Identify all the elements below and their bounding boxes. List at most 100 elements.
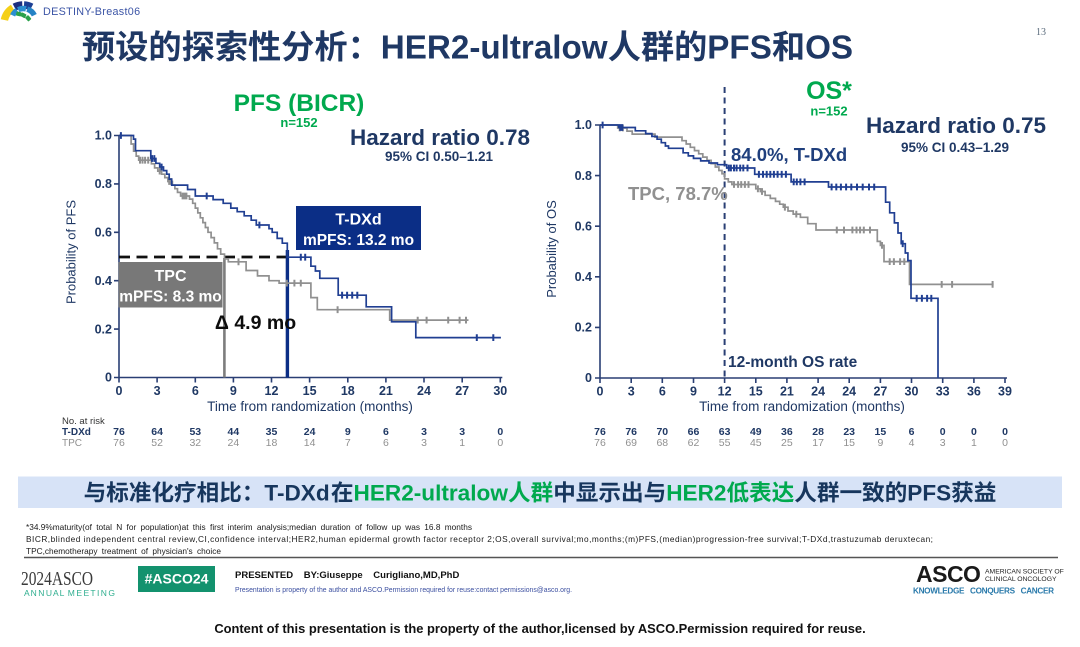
svg-text:PFS: PFS bbox=[907, 481, 951, 506]
svg-text:TPC,chemotherapy treatment of: TPC,chemotherapy treatment of physician'… bbox=[26, 546, 221, 556]
svg-text:2024ASCO: 2024ASCO bbox=[21, 568, 93, 590]
svg-text:27: 27 bbox=[455, 384, 469, 398]
svg-text:3: 3 bbox=[459, 426, 465, 438]
svg-text:PFS: PFS bbox=[707, 30, 772, 67]
svg-text:21: 21 bbox=[379, 384, 393, 398]
svg-text:33: 33 bbox=[936, 385, 950, 399]
svg-text:27: 27 bbox=[873, 385, 887, 399]
svg-text:Time from randomization (month: Time from randomization (months) bbox=[699, 399, 905, 414]
svg-text:62: 62 bbox=[688, 437, 700, 449]
svg-text:TPC: TPC bbox=[155, 268, 187, 285]
svg-text:mPFS: 13.2 mo: mPFS: 13.2 mo bbox=[303, 232, 414, 249]
svg-text:3: 3 bbox=[628, 385, 635, 399]
svg-text:6: 6 bbox=[659, 385, 666, 399]
svg-text:DESTINY-Breast06: DESTINY-Breast06 bbox=[43, 6, 140, 18]
svg-text:OS: OS bbox=[805, 30, 853, 67]
svg-text:1: 1 bbox=[971, 437, 977, 449]
svg-text:No. at risk: No. at risk bbox=[62, 416, 105, 427]
svg-text:TPC: TPC bbox=[62, 438, 82, 449]
svg-text:95% CI 0.50–1.21: 95% CI 0.50–1.21 bbox=[385, 149, 494, 164]
svg-text:66: 66 bbox=[688, 426, 700, 438]
svg-text:24: 24 bbox=[228, 437, 240, 449]
svg-text:70: 70 bbox=[656, 426, 668, 438]
svg-text:6: 6 bbox=[383, 437, 389, 449]
svg-text:T-DXd: T-DXd bbox=[264, 481, 329, 506]
svg-text:Presentation is property of th: Presentation is property of the author a… bbox=[235, 585, 572, 594]
svg-text:BICR,blinded independent centr: BICR,blinded independent central review,… bbox=[26, 534, 933, 544]
svg-text:AMERICAN SOCIETY OF: AMERICAN SOCIETY OF bbox=[985, 569, 1064, 576]
svg-text:28: 28 bbox=[812, 426, 824, 438]
svg-text:3: 3 bbox=[421, 437, 427, 449]
svg-text:Time from randomization (month: Time from randomization (months) bbox=[207, 399, 413, 414]
svg-text:13: 13 bbox=[1036, 27, 1046, 38]
svg-text:36: 36 bbox=[967, 385, 981, 399]
svg-text:KNOWLEDGE CONQUERS CANCER: KNOWLEDGE CONQUERS CANCER bbox=[913, 587, 1054, 596]
svg-text:18: 18 bbox=[341, 384, 355, 398]
svg-text:0: 0 bbox=[597, 385, 604, 399]
svg-text:0: 0 bbox=[105, 371, 112, 385]
svg-text:HER2-ultralow: HER2-ultralow bbox=[381, 30, 608, 67]
svg-text:0: 0 bbox=[585, 371, 592, 385]
svg-text:76: 76 bbox=[113, 437, 125, 449]
svg-text:Hazard ratio 0.78: Hazard ratio 0.78 bbox=[350, 125, 530, 150]
svg-text:39: 39 bbox=[998, 385, 1012, 399]
svg-text:6: 6 bbox=[192, 384, 199, 398]
svg-text:9: 9 bbox=[230, 384, 237, 398]
svg-text:12-month OS rate: 12-month OS rate bbox=[728, 354, 858, 371]
svg-text:A N N U A L M E E T I N G: A N N U A L M E E T I N G bbox=[24, 588, 115, 598]
svg-text:0: 0 bbox=[497, 437, 503, 449]
svg-text:PFS (BICR): PFS (BICR) bbox=[234, 90, 365, 117]
svg-text:24: 24 bbox=[417, 384, 431, 398]
svg-text:18: 18 bbox=[266, 437, 278, 449]
svg-text:76: 76 bbox=[594, 426, 606, 438]
svg-text:53: 53 bbox=[189, 426, 201, 438]
svg-text:17: 17 bbox=[812, 437, 824, 449]
svg-text:76: 76 bbox=[625, 426, 637, 438]
svg-text:0.8: 0.8 bbox=[95, 177, 112, 191]
svg-text:4: 4 bbox=[909, 437, 915, 449]
svg-text:0: 0 bbox=[1002, 437, 1008, 449]
svg-text:32: 32 bbox=[189, 437, 201, 449]
svg-text:TPC, 78.7%: TPC, 78.7% bbox=[628, 183, 728, 204]
svg-text:HER2: HER2 bbox=[666, 481, 726, 506]
svg-text:HER2-ultralow: HER2-ultralow bbox=[354, 481, 509, 506]
svg-text:25: 25 bbox=[781, 437, 793, 449]
svg-text:69: 69 bbox=[625, 437, 637, 449]
svg-text:0.6: 0.6 bbox=[575, 219, 592, 233]
svg-text:0: 0 bbox=[497, 426, 503, 438]
svg-text:ASCO: ASCO bbox=[916, 561, 980, 587]
svg-text:9: 9 bbox=[877, 437, 883, 449]
svg-text:#ASCO24: #ASCO24 bbox=[145, 571, 209, 587]
svg-text:n=152: n=152 bbox=[810, 104, 847, 119]
svg-text:63: 63 bbox=[719, 426, 731, 438]
svg-text:68: 68 bbox=[656, 437, 668, 449]
svg-text:14: 14 bbox=[304, 437, 316, 449]
svg-text:0.2: 0.2 bbox=[95, 322, 112, 336]
svg-text:*34.9%maturity(of total N for: *34.9%maturity(of total N for population… bbox=[26, 522, 472, 532]
svg-text:0.6: 0.6 bbox=[95, 226, 112, 240]
svg-text:PRESENTED BY:Giuseppe Curiglia: PRESENTED BY:Giuseppe Curigliano,MD,PhD bbox=[235, 570, 459, 581]
svg-text:0.4: 0.4 bbox=[575, 270, 592, 284]
svg-text:3: 3 bbox=[421, 426, 427, 438]
svg-text:mPFS: 8.3 mo: mPFS: 8.3 mo bbox=[119, 289, 222, 306]
svg-text:3: 3 bbox=[940, 437, 946, 449]
svg-text:OS*: OS* bbox=[806, 77, 852, 105]
svg-text:44: 44 bbox=[228, 426, 240, 438]
svg-text:52: 52 bbox=[151, 437, 163, 449]
svg-text:76: 76 bbox=[113, 426, 125, 438]
svg-text:Content of this presentation i: Content of this presentation is the prop… bbox=[214, 621, 865, 636]
svg-text:1.0: 1.0 bbox=[575, 118, 592, 132]
svg-text:35: 35 bbox=[266, 426, 278, 438]
svg-text:76: 76 bbox=[594, 437, 606, 449]
svg-text:0: 0 bbox=[971, 426, 977, 438]
svg-text:0.8: 0.8 bbox=[575, 169, 592, 183]
svg-text:24: 24 bbox=[842, 385, 856, 399]
svg-text:45: 45 bbox=[750, 437, 762, 449]
svg-text:15: 15 bbox=[749, 385, 763, 399]
svg-text:Hazard ratio 0.75: Hazard ratio 0.75 bbox=[866, 113, 1046, 138]
svg-text:6: 6 bbox=[383, 426, 389, 438]
svg-text:12: 12 bbox=[718, 385, 732, 399]
svg-text:30: 30 bbox=[905, 385, 919, 399]
svg-text:Probability of OS: Probability of OS bbox=[544, 200, 559, 298]
svg-text:15: 15 bbox=[843, 437, 855, 449]
